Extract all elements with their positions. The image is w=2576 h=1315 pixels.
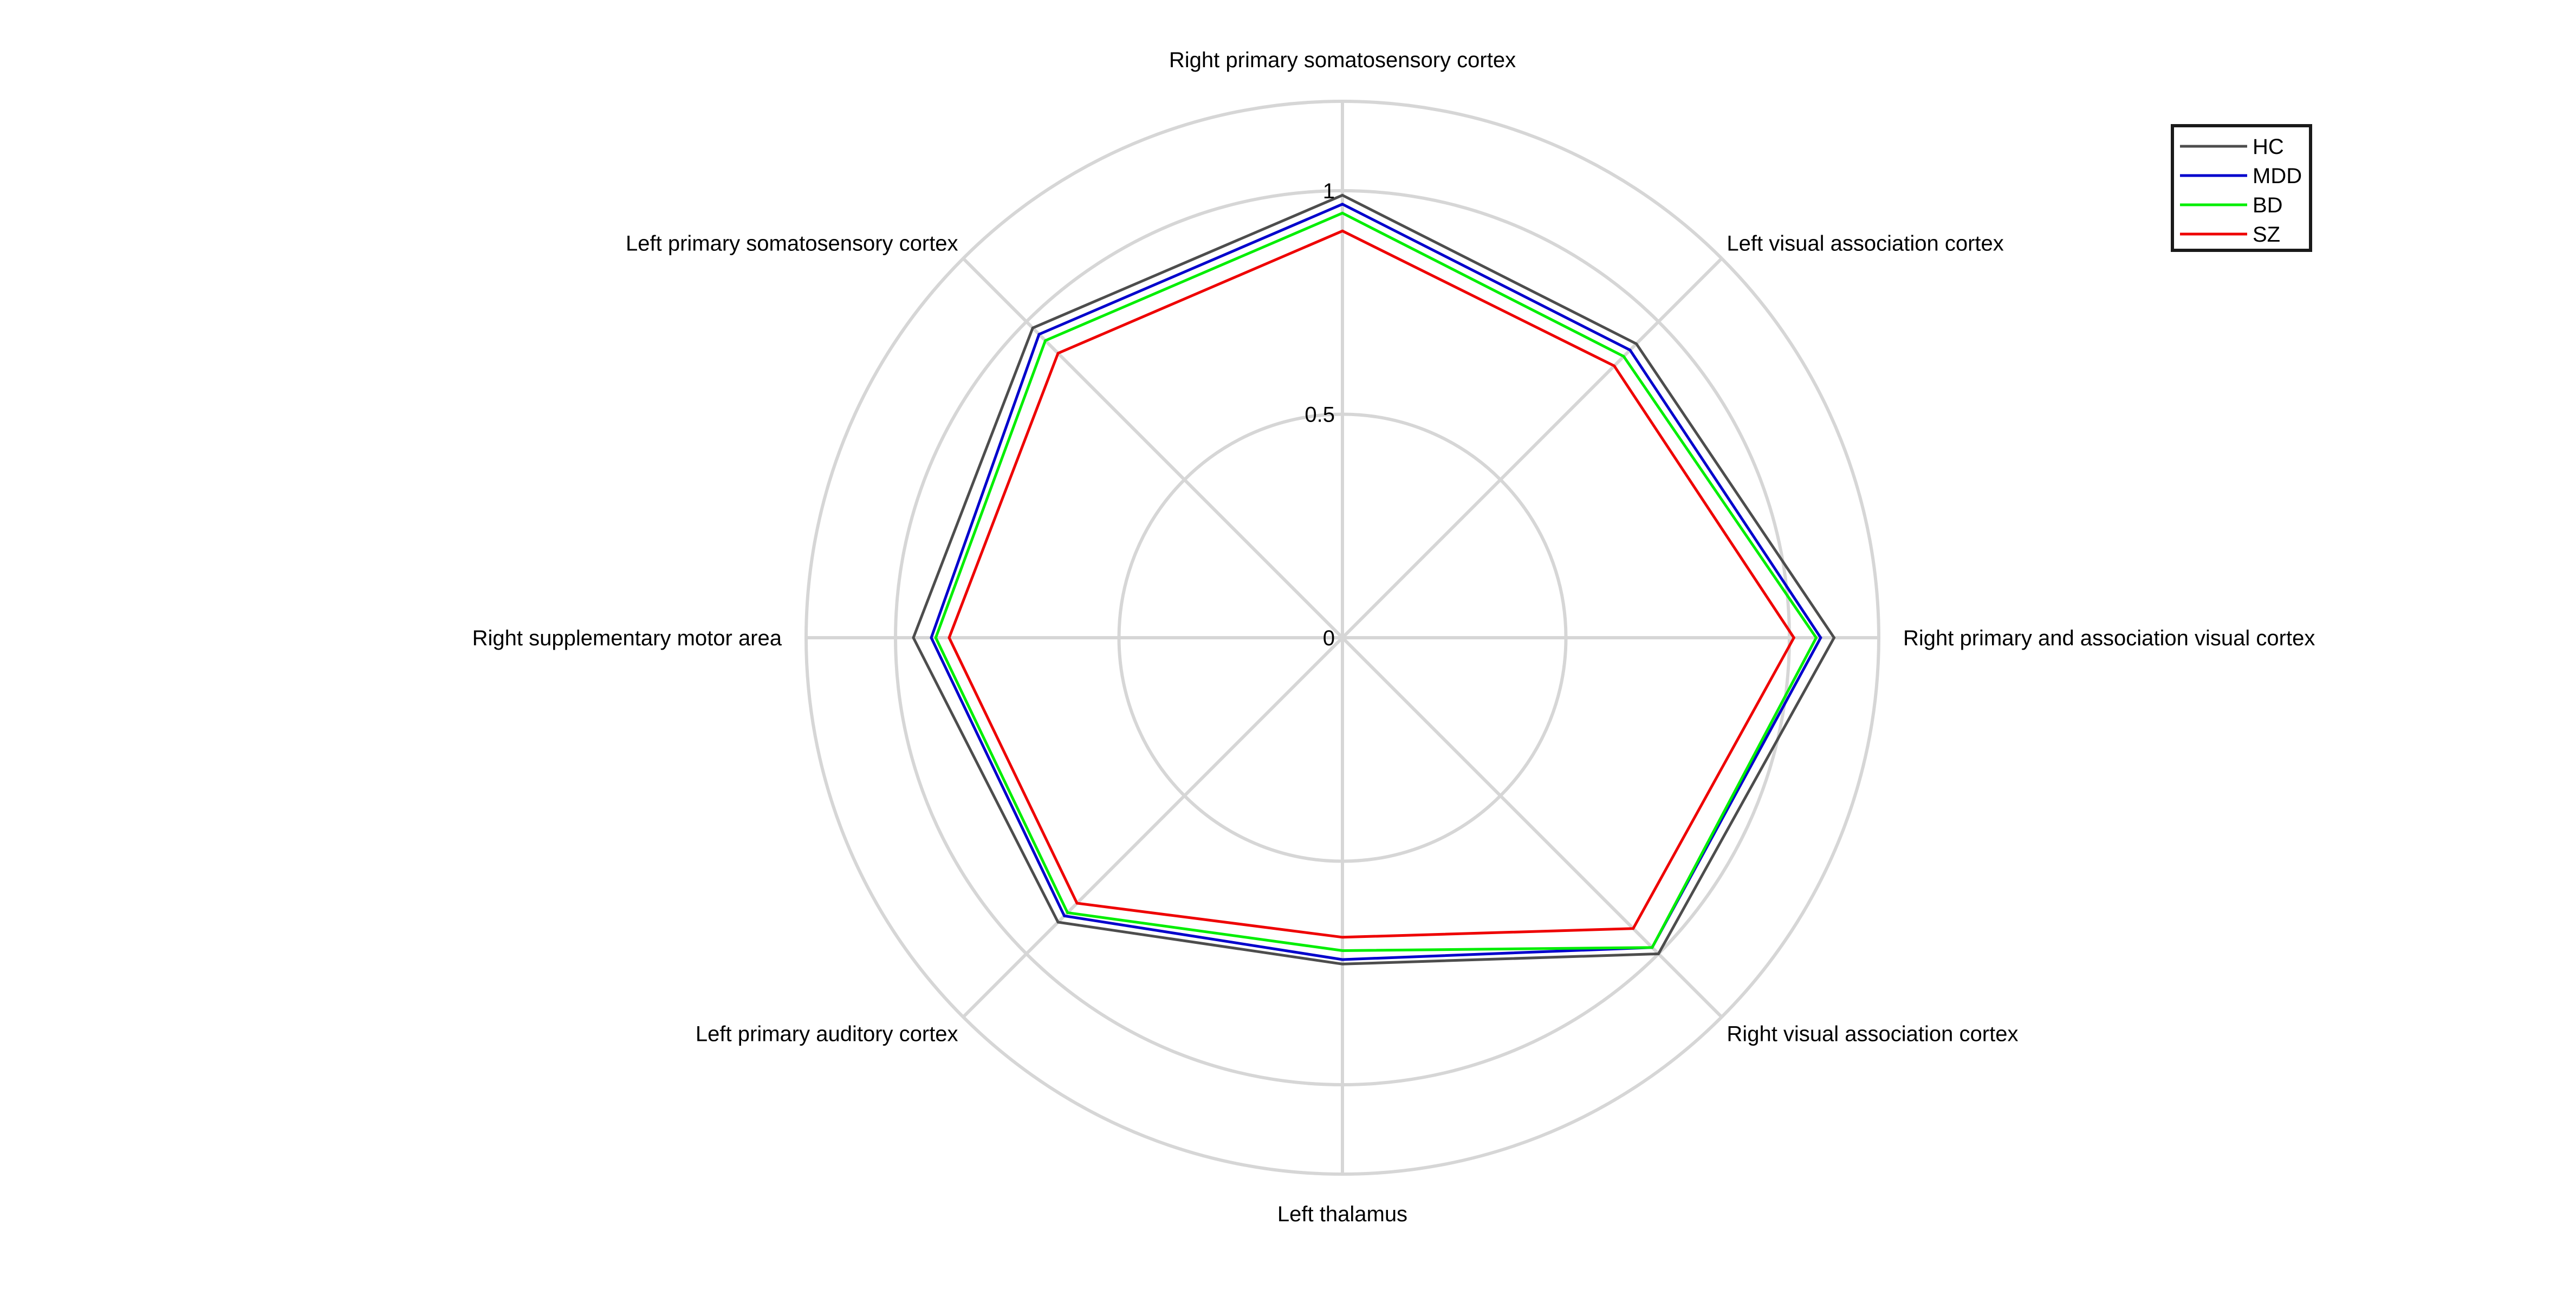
axis-label: Left primary somatosensory cortex [626, 232, 958, 256]
legend-label-bd: BD [2253, 193, 2283, 217]
legend: HC MDD BD SZ [2171, 124, 2312, 252]
label-layer: 0 0.5 1 Right primary somatosensory cortex L… [472, 48, 2315, 1226]
series-sz-line [948, 229, 1796, 939]
axis-label: Left primary auditory cortex [696, 1022, 958, 1046]
grid-spoke-5 [962, 636, 1344, 1019]
legend-label-sz: SZ [2253, 223, 2280, 247]
grid-spoke-1 [1341, 257, 1723, 639]
legend-label-mdd: MDD [2253, 164, 2302, 188]
axis-label: Right visual association cortex [1727, 1022, 2018, 1046]
axis-label: Right supplementary motor area [472, 626, 782, 650]
series-bd-line [934, 211, 1818, 953]
radial-tick-label: 0.5 [1305, 403, 1335, 427]
radial-tick-label: 1 [1323, 179, 1335, 203]
series-hc-line [912, 193, 1836, 966]
grid-spoke-3 [1341, 636, 1723, 1019]
legend-box [2171, 124, 2312, 252]
series-mdd-line [930, 203, 1822, 961]
radial-tick-label: 0 [1323, 626, 1335, 650]
grid-layer [804, 100, 1880, 1176]
grid-spoke-7 [962, 257, 1344, 639]
legend-label-hc: HC [2253, 135, 2284, 159]
axis-label: Left visual association cortex [1727, 232, 2003, 256]
axis-label: Right primary and association visual cor… [1903, 626, 2315, 650]
series-layer [912, 193, 1836, 966]
axis-label: Left thalamus [1277, 1202, 1407, 1226]
axis-label: Right primary somatosensory cortex [1169, 48, 1516, 72]
